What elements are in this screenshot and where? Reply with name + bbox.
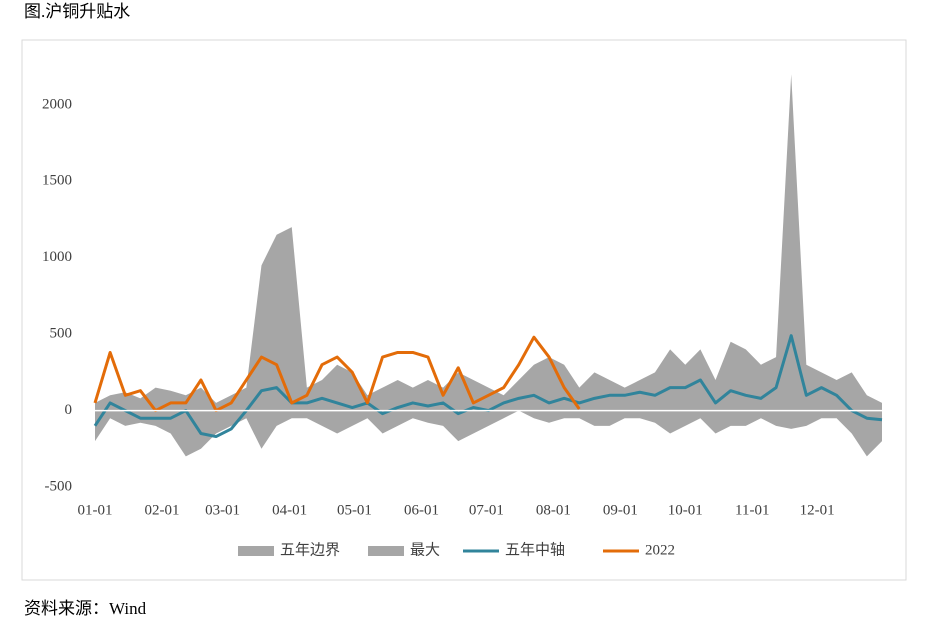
legend-label: 五年中轴	[505, 541, 565, 558]
legend-label: 五年边界	[280, 541, 340, 558]
y-tick-label: 0	[65, 402, 73, 418]
legend-swatch	[368, 546, 404, 556]
legend-label: 2022	[645, 542, 675, 558]
x-tick-label: 07-01	[469, 502, 504, 518]
x-tick-label: 03-01	[205, 502, 240, 518]
x-tick-label: 02-01	[145, 502, 180, 518]
x-tick-label: 11-01	[735, 502, 769, 518]
y-tick-label: 2000	[42, 96, 72, 112]
y-tick-label: 1000	[42, 249, 72, 265]
x-tick-label: 08-01	[536, 502, 571, 518]
legend-label: 最大	[410, 541, 440, 558]
area	[95, 410, 882, 457]
y-tick-label: -500	[45, 478, 73, 494]
area	[95, 74, 882, 411]
source-note: 资料来源：Wind	[24, 599, 147, 618]
x-tick-label: 10-01	[668, 502, 703, 518]
legend-swatch	[238, 546, 274, 556]
x-tick-label: 06-01	[404, 502, 439, 518]
chart-frame	[21, 39, 907, 581]
x-tick-label: 12-01	[800, 502, 835, 518]
y-tick-label: 500	[50, 326, 73, 342]
x-tick-label: 04-01	[272, 502, 307, 518]
chart-title: 图.沪铜升贴水	[24, 2, 130, 21]
y-tick-label: 1500	[42, 173, 72, 189]
x-tick-label: 05-01	[337, 502, 372, 518]
x-tick-label: 01-01	[78, 502, 113, 518]
line	[93, 335, 581, 413]
x-tick-label: 09-01	[603, 502, 638, 518]
